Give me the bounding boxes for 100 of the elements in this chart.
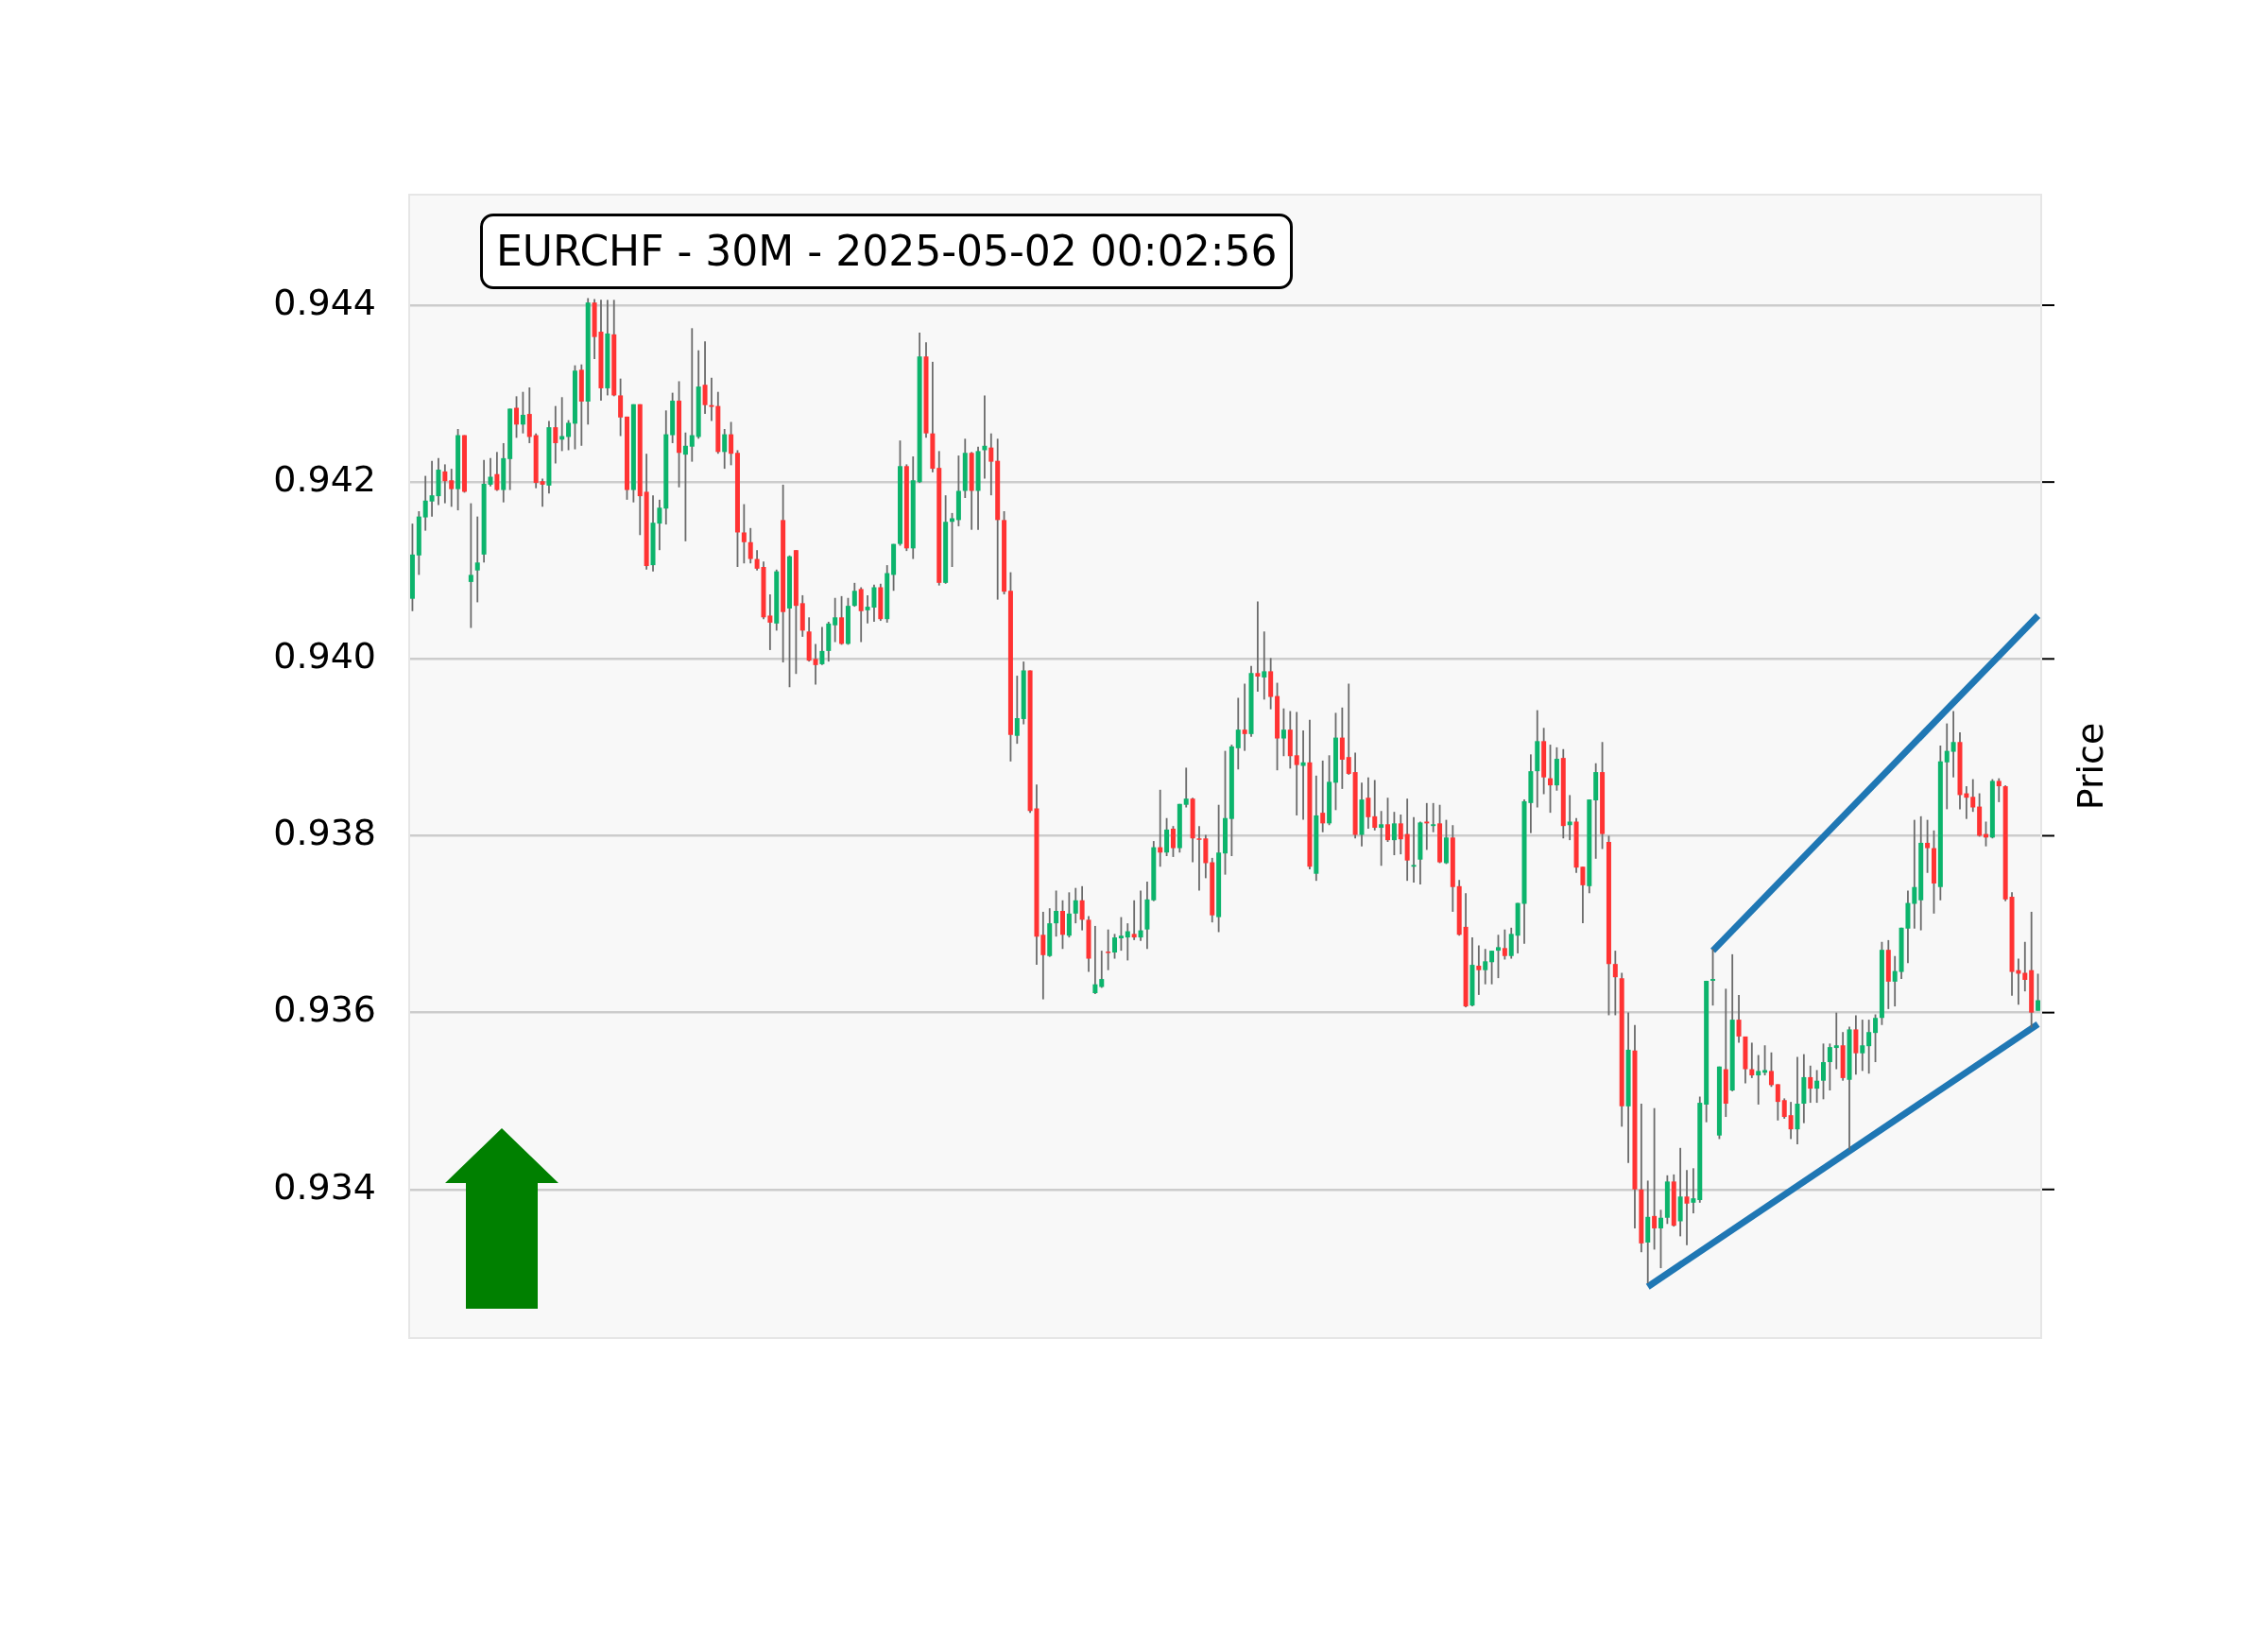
y-tick-label: 0.944	[273, 281, 376, 323]
candlestick	[1280, 707, 1286, 758]
candlestick	[702, 340, 708, 415]
candlestick	[468, 502, 473, 629]
candlestick	[722, 428, 728, 470]
candlestick	[1652, 1107, 1658, 1251]
candlestick	[747, 526, 753, 565]
candlestick	[1235, 696, 1241, 771]
candlestick	[1320, 760, 1326, 833]
candlestick	[1736, 994, 1742, 1044]
candlestick	[1970, 778, 1976, 814]
candlestick	[1788, 1101, 1794, 1141]
candlestick	[1821, 1042, 1826, 1101]
candlestick	[2036, 972, 2041, 1012]
candlestick	[1860, 1019, 1865, 1072]
candlestick	[1762, 1044, 1768, 1076]
candlestick	[1170, 825, 1176, 858]
candlestick	[1106, 928, 1111, 971]
y-tick-label: 0.940	[273, 635, 376, 678]
candlestick	[1827, 1042, 1832, 1091]
candlestick	[1873, 1013, 1879, 1063]
candlestick	[1768, 1051, 1774, 1089]
candlestick	[1300, 729, 1306, 821]
candlestick	[1118, 916, 1124, 952]
candlestick	[1372, 779, 1378, 832]
candlestick	[1950, 710, 1956, 779]
candlestick	[1040, 911, 1046, 1001]
candlestick	[1385, 797, 1391, 843]
y-tick-label: 0.942	[273, 458, 376, 501]
candlestick	[1892, 954, 1898, 1007]
candlestick	[1612, 950, 1618, 1017]
candlestick	[1255, 600, 1261, 693]
candlestick	[1912, 818, 1917, 930]
candlestick	[1489, 950, 1495, 986]
candlestick	[1833, 1011, 1839, 1071]
candlestick	[1054, 889, 1059, 938]
y-tick-label: 0.936	[273, 988, 376, 1031]
candlestick	[1066, 891, 1072, 938]
candlestick	[1242, 682, 1247, 752]
candlestick	[566, 419, 572, 452]
candlestick	[514, 395, 520, 439]
candlestick	[819, 626, 825, 666]
candlestick	[741, 503, 747, 565]
candlestick	[422, 474, 428, 532]
candlestick	[1079, 884, 1085, 932]
candlestick	[474, 515, 480, 604]
candlestick	[1502, 928, 1507, 961]
candlestick	[1944, 722, 1950, 811]
candlestick	[1138, 889, 1143, 942]
candlestick	[1424, 801, 1430, 851]
text: EURCHF - 30M - 2025-05-02 00:02:56	[480, 214, 1294, 289]
candlestick	[488, 456, 493, 488]
candlestick	[1814, 1069, 1820, 1104]
candlestick	[1183, 766, 1189, 809]
candlestick	[1495, 934, 1501, 980]
candlestick	[1366, 776, 1371, 830]
candlestick	[1548, 744, 1554, 815]
candlestick	[1131, 899, 1137, 941]
candlestick	[1684, 1169, 1690, 1246]
candlestick	[553, 404, 558, 465]
candlestick	[1996, 777, 2002, 803]
candlestick	[1294, 711, 1299, 816]
y-tick-label: 0.934	[273, 1165, 376, 1208]
candlestick	[1749, 1041, 1755, 1079]
candlestick	[618, 377, 624, 438]
candlestick	[709, 376, 714, 422]
candlestick	[442, 463, 448, 505]
candlestick	[2022, 940, 2028, 993]
candlestick	[1710, 948, 1716, 1007]
candlestick	[1398, 814, 1403, 856]
candlestick	[1756, 1054, 1761, 1106]
candlestick	[1411, 815, 1417, 884]
candlestick	[833, 596, 838, 643]
candlestick	[689, 327, 695, 463]
candlestick	[1339, 706, 1345, 790]
candlestick	[1781, 1097, 1787, 1120]
candlestick	[1658, 1209, 1663, 1269]
candlestick	[1125, 922, 1130, 962]
candlestick	[1346, 682, 1351, 776]
candlestick	[1431, 801, 1436, 833]
candlestick	[1391, 811, 1397, 856]
candlestick	[540, 477, 545, 508]
candlestick	[988, 432, 994, 497]
candlestick	[851, 581, 857, 608]
candlestick	[1567, 794, 1572, 842]
candlestick	[767, 593, 773, 651]
candlestick	[1483, 948, 1488, 986]
candlestick	[813, 643, 818, 686]
candlestick	[1866, 1019, 1872, 1075]
candlestick	[1508, 926, 1514, 960]
candlestick	[1925, 818, 1931, 874]
candlestick	[1073, 886, 1078, 925]
candlestick	[1476, 944, 1482, 996]
candlestick	[520, 390, 525, 435]
candlestick	[858, 586, 864, 643]
candlestick	[1262, 630, 1267, 701]
candlestick	[1808, 1064, 1813, 1104]
candlestick	[729, 420, 734, 467]
candlestick	[1092, 925, 1098, 995]
candlestick	[1691, 1167, 1696, 1214]
